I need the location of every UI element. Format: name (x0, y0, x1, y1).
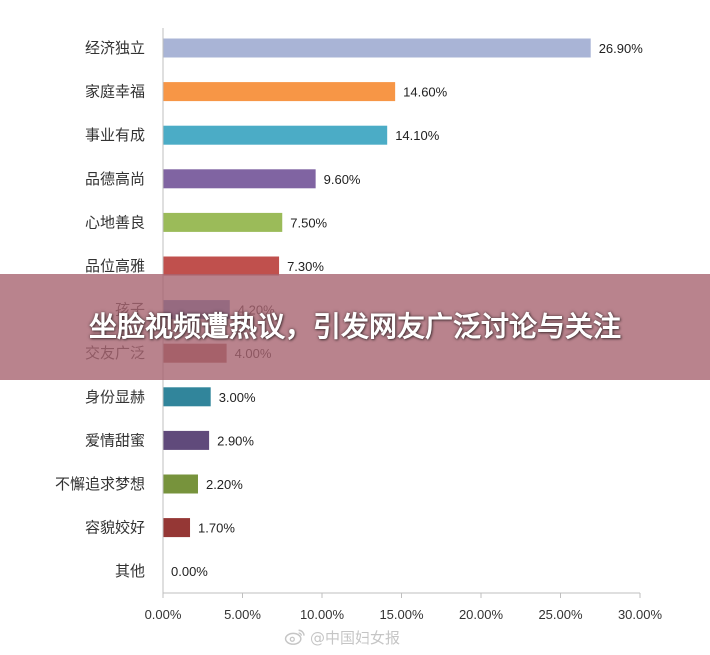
value-label: 2.90% (217, 433, 254, 448)
value-label: 7.30% (287, 259, 324, 274)
weibo-icon (284, 629, 305, 645)
bar (163, 212, 283, 232)
x-tick-label: 15.00% (379, 607, 424, 622)
value-label: 9.60% (324, 172, 361, 187)
value-label: 3.00% (219, 390, 256, 405)
category-label: 其他 (115, 562, 145, 580)
x-tick-label: 30.00% (618, 607, 663, 622)
value-labels: 26.90%14.60%14.10%9.60%7.50%7.30%4.20%4.… (171, 41, 643, 579)
category-label: 容貌姣好 (85, 519, 145, 537)
bar (163, 256, 280, 276)
value-label: 14.10% (395, 128, 440, 143)
watermark-text: @中国妇女报 (310, 628, 401, 647)
bar (163, 387, 211, 407)
value-label: 0.00% (171, 564, 208, 579)
bar (163, 38, 591, 58)
x-tick-label: 0.00% (145, 607, 182, 622)
category-label: 事业有成 (85, 126, 145, 144)
category-label: 不懈追求梦想 (55, 475, 145, 493)
category-label: 品德高尚 (85, 170, 145, 188)
category-label: 家庭幸福 (85, 83, 145, 101)
x-tick-label: 5.00% (224, 607, 261, 622)
bar (163, 474, 198, 494)
bar (163, 82, 396, 102)
category-label: 心地善良 (85, 213, 145, 231)
category-label: 爱情甜蜜 (85, 431, 145, 449)
bar (163, 125, 388, 145)
bar (163, 169, 316, 189)
x-tick-label: 20.00% (459, 607, 504, 622)
category-label: 身份显赫 (85, 388, 145, 406)
watermark: @中国妇女报 (284, 626, 400, 648)
category-label: 经济独立 (85, 39, 145, 57)
bar (163, 430, 210, 450)
value-label: 2.20% (206, 477, 243, 492)
x-tick-label: 10.00% (300, 607, 345, 622)
value-label: 14.60% (403, 85, 448, 100)
value-label: 7.50% (290, 215, 327, 230)
x-tick-label: 25.00% (538, 607, 583, 622)
bar (163, 518, 191, 538)
category-label: 品位高雅 (85, 257, 145, 275)
value-label: 1.70% (198, 521, 235, 536)
headline-title: 坐脸视频遭热议，引发网友广泛讨论与关注 (88, 310, 621, 343)
x-axis-ticks: 0.00% 5.00% 10.00% 15.00% 20.00% 25.00% 30.00% (145, 593, 663, 622)
value-label: 26.90% (599, 41, 644, 56)
headline-banner: 坐脸视频遭热议，引发网友广泛讨论与关注 (0, 274, 710, 380)
